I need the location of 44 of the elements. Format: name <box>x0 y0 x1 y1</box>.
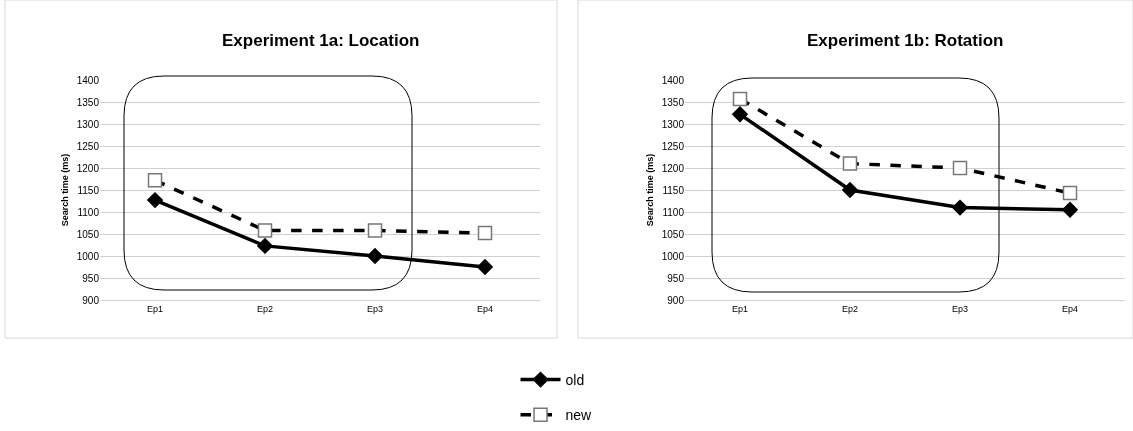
x-tick-label: Ep1 <box>731 303 749 314</box>
y-tick-label: 1100 <box>77 206 100 218</box>
point <box>147 192 163 209</box>
y-tick-label: 1000 <box>76 250 100 262</box>
y-tick-label: 950 <box>82 272 100 284</box>
y-tick-label: 1150 <box>662 184 685 196</box>
y-tick-label: 900 <box>667 294 685 306</box>
legend-label: old <box>565 372 585 389</box>
y-tick-label: 1200 <box>76 162 100 174</box>
y-axis-title: Search time (ms) <box>645 153 656 227</box>
y-tick-label: 1050 <box>661 228 685 240</box>
x-tick-label: Ep3 <box>951 303 969 314</box>
y-tick-label: 1300 <box>661 118 685 130</box>
chart-title: Experiment 1a: Location <box>222 31 420 50</box>
chart-title: Experiment 1b: Rotation <box>807 31 1004 50</box>
x-tick-label: Ep3 <box>366 303 384 314</box>
point <box>732 106 748 123</box>
point <box>257 237 273 254</box>
x-tick-label: Ep4 <box>1061 303 1079 314</box>
x-tick-label: Ep2 <box>841 303 859 314</box>
x-tick-label: Ep2 <box>256 303 274 314</box>
y-tick-label: 1200 <box>661 162 685 174</box>
point <box>842 182 858 198</box>
y-tick-label: 1400 <box>661 74 685 86</box>
y-tick-label: 1350 <box>76 96 100 108</box>
y-tick-label: 1050 <box>76 228 100 240</box>
y-tick-label: 1150 <box>77 184 100 196</box>
x-tick-label: Ep4 <box>476 303 494 314</box>
y-axis-title: Search time (ms) <box>60 153 71 227</box>
y-tick-label: 1250 <box>661 140 685 152</box>
point <box>367 248 383 264</box>
x-tick-label: Ep1 <box>146 303 164 314</box>
y-tick-label: 1400 <box>76 74 100 86</box>
y-tick-label: 1300 <box>76 118 100 130</box>
y-tick-label: 1000 <box>661 250 685 262</box>
y-tick-label: 900 <box>82 294 100 306</box>
y-tick-label: 950 <box>667 272 685 284</box>
point <box>1062 201 1078 218</box>
point <box>477 259 493 275</box>
y-tick-label: 1250 <box>76 140 100 152</box>
y-tick-label: 1100 <box>662 206 685 218</box>
legend-label: new <box>565 407 593 424</box>
y-tick-label: 1350 <box>661 96 685 108</box>
point <box>952 199 968 216</box>
